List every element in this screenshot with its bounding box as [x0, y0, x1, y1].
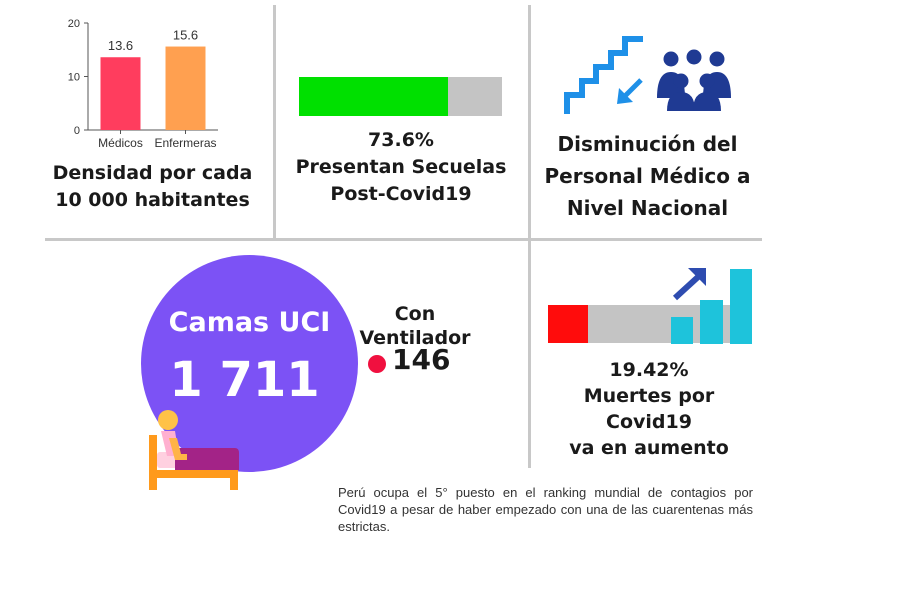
divider-vertical-2 — [528, 5, 531, 468]
sequelae-progress-fill — [299, 77, 449, 116]
x-category-label: Enfermeras — [154, 136, 216, 150]
bar-value-label: 13.6 — [108, 38, 133, 53]
y-tick-label: 10 — [68, 72, 80, 84]
chart-layer: 0 10 20 13.6 Médicos 15.6 Enfermeras — [68, 18, 218, 150]
growth-bar-2 — [700, 300, 723, 344]
ventilator-line1: Con — [394, 303, 436, 325]
people-group-icon — [657, 49, 731, 111]
sequelae-percent: 73.6% — [368, 129, 434, 151]
density-bar-chart: 0 10 20 13.6 Médicos 15.6 Enfermeras — [68, 18, 218, 150]
uci-title: Camas UCI — [168, 307, 331, 338]
sequelae-heading: 73.6% Presentan Secuelas Post-Covid19 — [283, 127, 519, 208]
x-category-label: Médicos — [98, 136, 143, 150]
ventilator-value: 146 — [392, 343, 451, 376]
ventilator-dot-icon — [368, 355, 386, 373]
divider-horizontal — [45, 238, 762, 241]
y-tick-label: 20 — [68, 18, 80, 30]
density-heading-line2: 10 000 habitantes — [55, 189, 250, 211]
ventilator-line2: Ventilador — [359, 327, 471, 349]
trend-up-arrow-icon — [672, 268, 706, 301]
uci-value: 1 711 — [169, 352, 320, 408]
deaths-heading: 19.42% Muertes por Covid19 va en aumento — [538, 357, 760, 461]
deaths-percent: 19.42% — [609, 359, 689, 381]
deaths-line1: Muertes por Covid19 — [583, 385, 715, 433]
bar-médicos — [100, 57, 141, 130]
stairs-down-icon — [564, 36, 643, 114]
growth-bar-1 — [671, 317, 693, 344]
bar-enfermeras — [165, 46, 206, 130]
staff-line1: Disminución del — [557, 132, 738, 156]
y-tick-label: 0 — [74, 125, 80, 137]
bar-value-label: 15.6 — [173, 28, 198, 43]
deaths-line2: va en aumento — [569, 437, 729, 459]
staff-heading: Disminución del Personal Médico a Nivel … — [540, 128, 755, 224]
ranking-note: Perú ocupa el 5° puesto en el ranking mu… — [338, 485, 753, 534]
deaths-progress-bar — [548, 305, 730, 343]
sequelae-line2: Post-Covid19 — [330, 183, 472, 205]
sequelae-progress-bar — [299, 77, 502, 116]
staff-line3: Nivel Nacional — [566, 196, 729, 220]
uci-circle — [141, 255, 358, 472]
density-heading: Densidad por cada 10 000 habitantes — [45, 160, 260, 214]
staff-line2: Personal Médico a — [544, 164, 751, 188]
divider-vertical-1 — [273, 5, 276, 238]
density-heading-line1: Densidad por cada — [52, 162, 253, 184]
deaths-progress-fill — [548, 305, 589, 343]
ventilator-heading: Con Ventilador — [355, 302, 475, 350]
sequelae-line1: Presentan Secuelas — [295, 156, 507, 178]
patient-bed-icon — [149, 410, 239, 490]
growth-bar-3 — [730, 269, 752, 344]
